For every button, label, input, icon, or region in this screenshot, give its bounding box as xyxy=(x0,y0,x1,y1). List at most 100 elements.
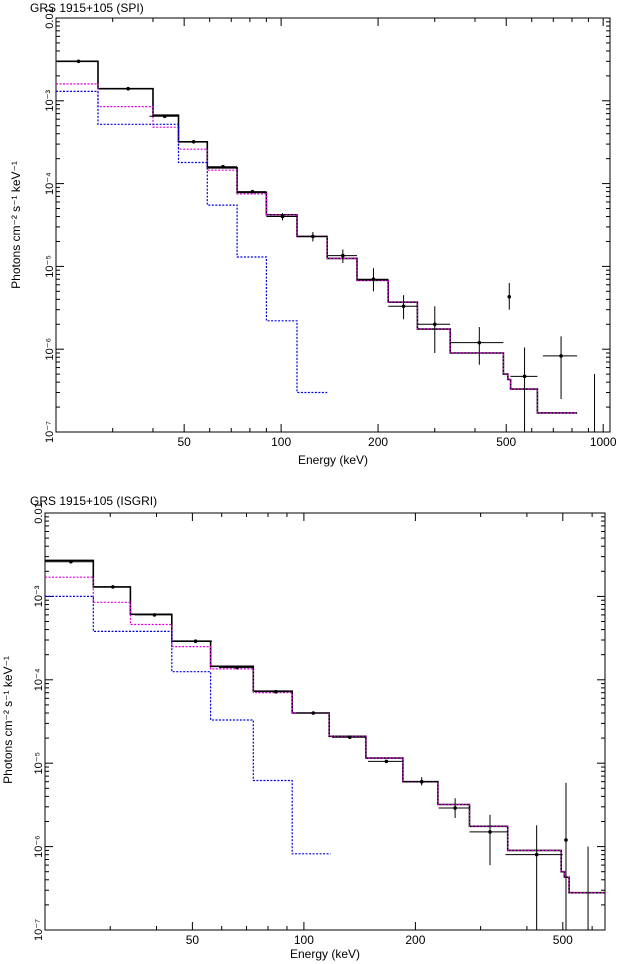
isgri-y-axis-label: Photons cm⁻² s⁻¹ keV⁻¹ xyxy=(1,656,15,784)
data-point-marker xyxy=(371,277,376,282)
data-point xyxy=(510,347,538,432)
blue-component-step-line xyxy=(56,90,328,394)
spi-series xyxy=(56,60,578,414)
spi-y-axis-label: Photons cm⁻² s⁻¹ keV⁻¹ xyxy=(9,161,23,289)
data-point-marker xyxy=(162,114,167,119)
y-tick-label: 10⁻⁴ xyxy=(33,668,45,691)
data-point xyxy=(327,249,357,263)
data-point-marker xyxy=(111,585,115,589)
data-point-marker xyxy=(522,374,527,379)
spi-panel: GRS 1915+105 (SPI) Energy (keV) Photons … xyxy=(9,1,617,467)
data-point-marker xyxy=(126,86,130,91)
data-point-marker xyxy=(250,189,255,194)
isgri-panel: GRS 1915+105 (ISGRI) Energy (keV) Photon… xyxy=(1,494,606,961)
data-point xyxy=(178,139,208,144)
isgri-ticks: 50 100 200 500 0.01 10⁻³ 10⁻⁴ 10⁻⁵ 10⁻⁶ 10⁻⁷ xyxy=(33,502,605,947)
data-point xyxy=(450,327,504,365)
data-point xyxy=(505,825,563,930)
data-point xyxy=(368,759,403,764)
data-point xyxy=(542,336,578,400)
isgri-series xyxy=(45,559,605,894)
data-point-marker xyxy=(432,322,437,327)
data-point-marker xyxy=(152,613,157,617)
data-point-marker xyxy=(341,253,345,258)
x-tick-label: 500 xyxy=(496,435,516,449)
data-point-marker xyxy=(477,340,482,345)
data-point xyxy=(507,283,512,310)
data-point-marker xyxy=(311,711,316,715)
data-point xyxy=(93,585,131,589)
data-point-marker xyxy=(274,689,278,694)
data-point xyxy=(266,213,297,221)
y-tick-label: 0.01 xyxy=(33,502,45,523)
data-point xyxy=(564,782,568,930)
data-point xyxy=(112,86,143,91)
x-tick-label: 1000 xyxy=(590,435,617,449)
data-point xyxy=(403,777,438,786)
data-point xyxy=(469,814,509,866)
data-point-marker xyxy=(564,838,568,842)
spi-title: GRS 1915+105 (SPI) xyxy=(30,1,144,15)
data-point xyxy=(219,665,254,670)
x-tick-label: 50 xyxy=(177,435,191,449)
data-point-marker xyxy=(507,294,512,299)
data-point-marker xyxy=(191,139,196,144)
data-point xyxy=(177,639,213,644)
y-tick-label: 10⁻⁵ xyxy=(33,752,45,775)
isgri-data-points xyxy=(45,559,589,930)
data-point xyxy=(417,306,451,353)
x-tick-label: 100 xyxy=(294,933,314,947)
y-tick-label: 10⁻³ xyxy=(33,585,45,607)
spi-ticks: 50 100 200 500 1000 0.01 10⁻³ 10⁻⁴ 10⁻⁵ 10⁻⁶ 10⁻⁷ xyxy=(44,7,617,449)
y-tick-label: 10⁻⁶ xyxy=(44,338,56,361)
data-point-marker xyxy=(419,779,424,784)
y-tick-label: 10⁻⁴ xyxy=(44,172,56,195)
x-tick-label: 500 xyxy=(553,933,573,947)
total-step-line xyxy=(56,60,578,414)
data-point-marker xyxy=(384,759,389,764)
x-tick-label: 200 xyxy=(405,933,425,947)
data-point-marker xyxy=(76,59,81,64)
total-step-line xyxy=(45,559,605,894)
data-point-marker xyxy=(235,665,239,670)
data-point xyxy=(438,798,471,819)
data-point xyxy=(295,711,330,715)
x-tick-label: 200 xyxy=(368,435,388,449)
data-point-marker xyxy=(559,354,563,358)
data-point xyxy=(296,232,328,242)
data-point xyxy=(149,114,179,119)
magenta-component-step-line xyxy=(45,576,605,894)
data-point xyxy=(56,59,98,64)
data-point-marker xyxy=(488,830,492,834)
data-point xyxy=(388,295,418,320)
data-point xyxy=(135,613,172,617)
data-point-marker xyxy=(221,164,225,169)
y-tick-label: 10⁻³ xyxy=(44,90,56,112)
data-point-marker xyxy=(280,214,285,219)
x-tick-label: 50 xyxy=(186,933,200,947)
data-point-marker xyxy=(311,234,315,239)
isgri-x-axis-label: Energy (keV) xyxy=(290,947,360,961)
data-point-marker xyxy=(193,639,198,644)
data-point xyxy=(207,164,238,169)
magenta-component-step-line xyxy=(56,83,578,414)
spi-x-axis-label: Energy (keV) xyxy=(298,453,368,467)
data-point-marker xyxy=(69,559,73,564)
blue-component-step-line xyxy=(45,595,331,855)
data-point-marker xyxy=(534,852,539,857)
data-point xyxy=(257,689,293,694)
y-tick-label: 0.01 xyxy=(44,7,56,28)
data-point-marker xyxy=(453,806,457,810)
data-point-marker xyxy=(401,304,406,309)
x-tick-label: 100 xyxy=(271,435,291,449)
data-point xyxy=(356,268,389,292)
data-point-marker xyxy=(347,735,352,739)
y-tick-label: 10⁻⁶ xyxy=(33,835,45,858)
data-point xyxy=(331,735,366,739)
y-tick-label: 10⁻⁷ xyxy=(33,919,45,941)
y-tick-label: 10⁻⁵ xyxy=(44,255,56,278)
spi-data-points xyxy=(56,59,596,432)
data-point xyxy=(237,189,267,194)
isgri-plot-frame xyxy=(44,512,606,931)
